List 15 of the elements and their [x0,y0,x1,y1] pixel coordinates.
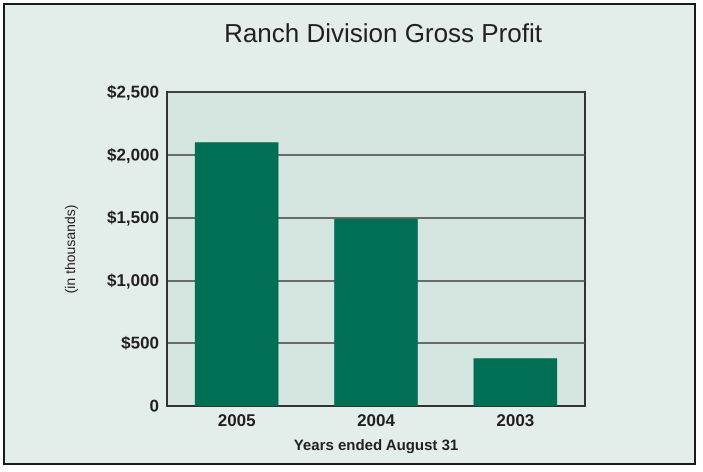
y-tick-label: $500 [121,334,159,353]
bar [474,358,558,406]
x-tick-label: 2005 [218,411,256,430]
bar [334,218,418,406]
x-axis-title: Years ended August 31 [294,437,458,454]
x-tick-label: 2004 [357,411,396,430]
y-tick-label: $1,500 [107,208,159,228]
chart-title: Ranch Division Gross Profit [224,18,543,48]
bar [194,142,278,406]
y-axis-title: (in thousands) [62,204,78,294]
y-tick-label: 0 [150,396,159,416]
y-tick-label: $2,500 [107,82,159,102]
y-tick-label: $2,000 [107,145,159,164]
y-tick-label: $1,000 [107,270,159,290]
x-tick-label: 2003 [496,411,534,430]
